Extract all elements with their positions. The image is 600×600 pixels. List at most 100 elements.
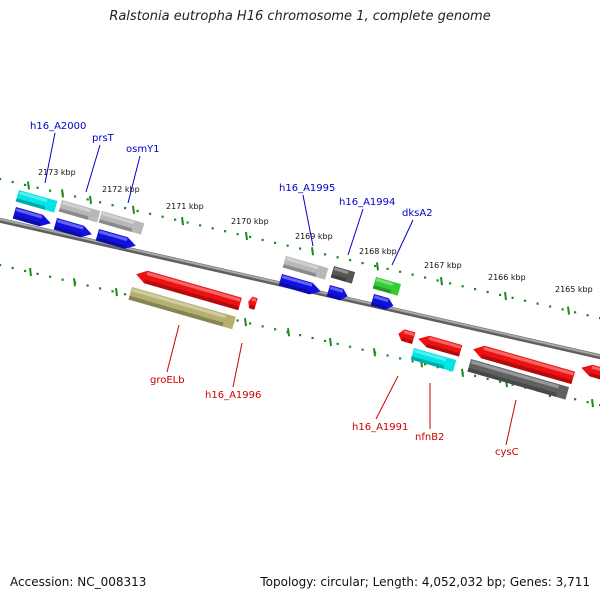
gene-box-grey-1-body — [58, 200, 101, 223]
ruler-dot — [586, 314, 589, 317]
gene-arrow-blue-2-body — [53, 218, 92, 238]
gene-arrow-blue-2 — [53, 218, 92, 238]
ruler-dot — [299, 334, 302, 337]
gene-arrow-red-1-body — [136, 270, 242, 311]
ruler-dot — [236, 233, 239, 236]
ruler-dot — [386, 267, 389, 270]
gene-arrow-blue-2-shade — [53, 226, 82, 238]
ruler-dot — [236, 319, 239, 322]
ruler-dot — [361, 348, 364, 351]
ruler-dot — [74, 195, 77, 198]
gene-arrow-red-3 — [398, 329, 416, 344]
gene-leader-line — [127, 155, 141, 204]
gene-box-grey-1 — [58, 200, 101, 223]
ruler-dot — [24, 269, 27, 273]
ruler-dot — [249, 235, 252, 239]
ruler-tick-label: 2169 kbp — [295, 232, 333, 241]
ruler-dot — [161, 215, 164, 218]
gene-leader-line — [347, 208, 364, 256]
gene-arrow-blue-4-shade — [278, 282, 311, 295]
gene-box-olive-1-body — [128, 287, 236, 330]
ruler-dot — [486, 290, 489, 294]
ruler-tick — [504, 291, 507, 301]
ruler-tick — [27, 181, 30, 190]
gene-box-green-1 — [372, 277, 401, 296]
ruler-dot — [486, 377, 489, 380]
ruler-tick — [329, 337, 332, 347]
gene-label: groELb — [150, 375, 185, 386]
ruler-dot — [411, 360, 414, 363]
ruler-dot — [399, 270, 402, 273]
ruler-dot — [186, 221, 189, 224]
gene-box-dark-1-gloss — [333, 267, 349, 275]
gene-arrow-red-2-shade — [248, 304, 256, 310]
gene-label: osmY1 — [126, 144, 160, 155]
ruler-dot — [99, 287, 102, 290]
ruler-tick-label: 2173 kbp — [38, 168, 76, 177]
gene-arrow-blue-3-shade — [95, 237, 126, 249]
ruler-dot — [49, 189, 52, 192]
ruler-dot — [536, 302, 539, 305]
ruler-tick — [89, 195, 92, 204]
ruler-dot — [449, 282, 452, 285]
ruler-tick — [461, 368, 464, 377]
gene-box-cyan-2 — [410, 348, 457, 372]
ruler-dot — [24, 183, 27, 186]
ruler-dot — [436, 279, 439, 282]
ruler-dot — [11, 180, 14, 184]
ruler-dot — [474, 374, 477, 378]
gene-box-cyan-1-body — [15, 190, 58, 213]
ruler-dot — [499, 380, 502, 383]
gene-arrow-red-1 — [136, 270, 242, 311]
gene-box-olive-1 — [128, 287, 236, 330]
ruler-tick-label: 2172 kbp — [102, 185, 140, 194]
ruler-tick — [373, 348, 376, 357]
gene-arrow-red-6-gloss — [591, 365, 600, 377]
ruler-dot — [524, 299, 527, 302]
gene-box-grey-2 — [98, 211, 145, 235]
gene-leader-line — [505, 399, 517, 446]
gene-box-olive-1-gloss — [131, 288, 226, 319]
ruler-dot — [174, 218, 177, 221]
gene-box-cyan-2-gloss — [413, 349, 447, 362]
gene-arrow-red-4 — [418, 335, 463, 357]
gene-label: h16_A1995 — [279, 183, 335, 194]
ruler-tick — [567, 306, 570, 315]
ruler-tick — [181, 217, 184, 226]
gene-label: h16_A2000 — [30, 121, 86, 132]
ruler-dot — [49, 275, 52, 278]
ruler-dot — [274, 328, 277, 331]
ruler-dot — [411, 273, 414, 276]
gene-arrow-red-5-shade — [481, 354, 573, 385]
gene-arrow-red-4-gloss — [428, 336, 462, 349]
gene-box-grey-3-shade — [282, 264, 317, 277]
gene-arrow-red-5-gloss — [483, 346, 574, 376]
gene-box-dark-2-gloss — [470, 360, 560, 389]
ruler-dot — [86, 198, 89, 201]
gene-box-dark-1-body — [330, 266, 356, 284]
gene-arrow-red-5 — [473, 345, 575, 385]
ruler-dots-upper — [0, 178, 600, 320]
gene-arrow-blue-6-shade — [370, 302, 387, 310]
gene-label: dksA2 — [402, 208, 433, 219]
gene-label: prsT — [92, 133, 115, 144]
ruler-dot — [311, 336, 314, 340]
ruler-tick — [245, 231, 248, 241]
ruler-dot — [36, 186, 39, 189]
gene-arrow-red-4-body — [418, 335, 463, 357]
ruler-dot — [86, 284, 89, 287]
gene-arrow-blue-5 — [326, 285, 348, 301]
ruler-dot — [261, 325, 264, 328]
ruler-dot — [349, 259, 352, 262]
genome-summary: Topology: circular; Length: 4,052,032 bp… — [260, 575, 590, 589]
gene-box-grey-3-gloss — [285, 257, 319, 270]
gene-arrow-blue-4-body — [278, 274, 321, 295]
ruler-dot — [36, 272, 39, 275]
gene-box-dark-1 — [330, 266, 356, 284]
gene-box-green-1-gloss — [375, 278, 394, 286]
gene-label: cysC — [495, 447, 519, 458]
gene-arrow-blue-6-body — [370, 294, 394, 310]
gene-arrow-blue-3 — [95, 229, 136, 249]
gene-leader-line — [375, 375, 399, 420]
gene-box-grey-1-shade — [58, 208, 89, 220]
